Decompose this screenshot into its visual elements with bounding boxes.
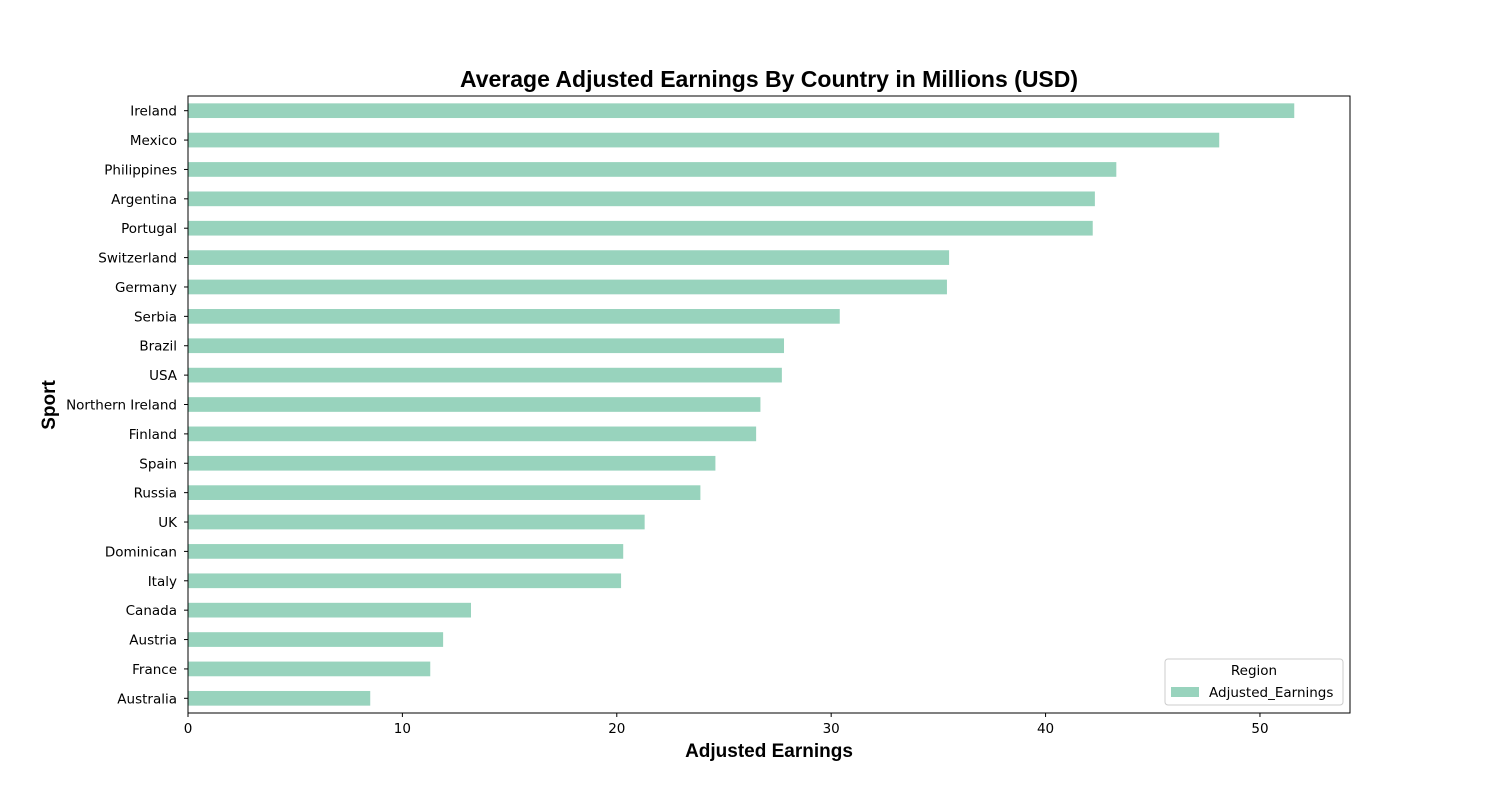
plot-frame <box>187 95 1351 714</box>
legend-title: Region <box>1231 663 1277 679</box>
x-tick-label: 40 <box>1037 721 1054 737</box>
y-tick-label: USA <box>149 368 178 384</box>
y-tick-label: Philippines <box>104 162 177 178</box>
bar-usa <box>188 367 782 383</box>
bar-austria <box>188 632 444 647</box>
y-tick-label: Brazil <box>139 339 177 355</box>
y-tick-label: Argentina <box>111 192 177 208</box>
bar-canada <box>188 602 471 618</box>
y-tick-label: Canada <box>126 603 177 619</box>
y-axis-label: Sport <box>39 380 60 430</box>
x-tick-label: 50 <box>1251 721 1268 737</box>
bar-serbia <box>188 309 840 324</box>
bar-uk <box>188 514 645 530</box>
y-tick-label: Dominican <box>105 544 177 560</box>
x-tick-label: 10 <box>394 721 411 737</box>
x-tick-label: 20 <box>608 721 625 737</box>
bar-australia <box>188 690 371 706</box>
bar-germany <box>188 279 947 295</box>
legend-entry: Adjusted_Earnings <box>1209 685 1333 701</box>
y-tick-label: Austria <box>129 633 177 649</box>
bar-switzerland <box>188 250 950 265</box>
y-tick-label: Italy <box>148 574 177 590</box>
bar-northern-ireland <box>188 397 761 412</box>
y-tick-label: Serbia <box>134 309 177 325</box>
bar-italy <box>188 573 622 589</box>
y-axis-ticks: Ireland Mexico Philippines Argentina Portuga… <box>66 104 188 707</box>
x-axis-label: Adjusted Earnings <box>685 741 853 762</box>
bar-russia <box>188 485 701 500</box>
bar-ireland <box>188 103 1295 119</box>
bar-finland <box>188 426 757 442</box>
bar-france <box>188 661 431 677</box>
bar-philippines <box>188 162 1117 177</box>
y-tick-label: Switzerland <box>98 251 177 267</box>
bar-brazil <box>188 338 785 354</box>
y-tick-label: Portugal <box>121 221 177 237</box>
chart-title: Average Adjusted Earnings By Country in … <box>460 66 1078 92</box>
y-tick-label: Mexico <box>130 133 177 149</box>
y-tick-label: UK <box>158 515 178 531</box>
y-tick-label: Finland <box>129 427 177 443</box>
bar-mexico <box>188 132 1220 148</box>
x-axis-ticks: 0 10 20 30 40 50 <box>184 713 1269 737</box>
y-tick-label: Northern Ireland <box>66 398 177 414</box>
y-tick-label: Ireland <box>130 104 177 120</box>
bars-group <box>188 103 1295 706</box>
x-tick-label: 0 <box>184 721 193 737</box>
bar-argentina <box>188 191 1095 207</box>
bar-portugal <box>188 220 1093 236</box>
y-tick-label: Russia <box>134 486 177 502</box>
bar-dominican <box>188 544 624 559</box>
y-tick-label: Australia <box>117 691 177 707</box>
legend-swatch <box>1171 687 1199 697</box>
legend: Region Adjusted_Earnings <box>1164 658 1344 706</box>
bar-spain <box>188 455 716 471</box>
x-tick-label: 30 <box>823 721 840 737</box>
legend-box <box>1164 658 1344 706</box>
y-tick-label: France <box>132 662 177 678</box>
y-tick-label: Spain <box>139 456 177 472</box>
y-tick-label: Germany <box>115 280 177 296</box>
